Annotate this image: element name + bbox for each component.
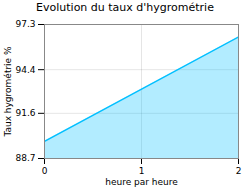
svg-text:88.7: 88.7: [15, 153, 35, 163]
svg-text:91.6: 91.6: [15, 108, 35, 118]
svg-text:2: 2: [236, 166, 242, 176]
svg-text:1: 1: [139, 166, 145, 176]
svg-text:0: 0: [42, 166, 48, 176]
html-text:Evolution du taux d'hygrométri: Evolution du taux d'hygrométrie: [36, 1, 214, 14]
svg-text:94.4: 94.4: [15, 65, 35, 75]
svg-text:Taux hygrométrie %: Taux hygrométrie %: [3, 46, 13, 138]
svg-text:heure par heure: heure par heure: [105, 177, 178, 187]
svg-text:97.3: 97.3: [15, 19, 35, 29]
